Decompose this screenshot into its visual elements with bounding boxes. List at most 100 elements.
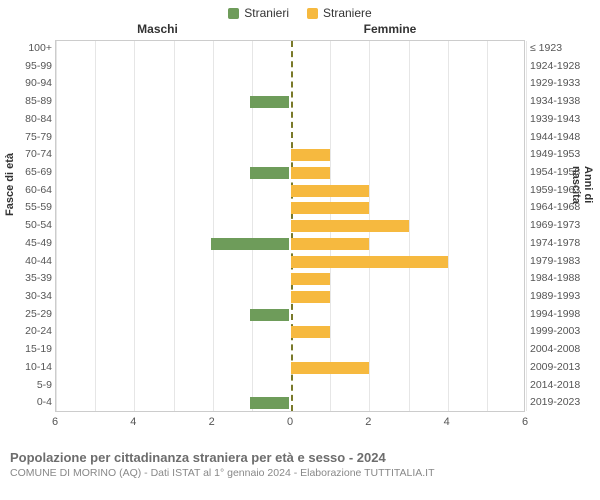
y-right-label: 1924-1928 [530, 60, 598, 72]
bar-row [56, 342, 524, 360]
y-left-label: 40-44 [2, 255, 52, 267]
y-right-label: 1979-1983 [530, 255, 598, 267]
bar-row [56, 59, 524, 77]
chart-title: Popolazione per cittadinanza straniera p… [10, 450, 435, 465]
y-left-label: 10-14 [2, 361, 52, 373]
bar-male [250, 309, 289, 321]
x-tick: 4 [444, 416, 450, 428]
bar-female [291, 256, 448, 268]
bar-female [291, 273, 330, 285]
y-left-label: 100+ [2, 42, 52, 54]
y-left-label: 95-99 [2, 60, 52, 72]
y-right-label: 2009-2013 [530, 361, 598, 373]
y-right-label: 2019-2023 [530, 396, 598, 408]
y-left-label: 75-79 [2, 131, 52, 143]
y-right-label: 1999-2003 [530, 325, 598, 337]
y-right-label: 1949-1953 [530, 148, 598, 160]
column-headers: Maschi Femmine [0, 22, 600, 36]
y-right-label: 1994-1998 [530, 308, 598, 320]
y-right-label: 1934-1938 [530, 95, 598, 107]
column-header-female: Femmine [260, 22, 520, 36]
bar-row [56, 395, 524, 413]
y-left-label: 50-54 [2, 219, 52, 231]
bar-row [56, 147, 524, 165]
x-tick: 2 [209, 416, 215, 428]
y-left-label: 20-24 [2, 325, 52, 337]
y-right-label: 2014-2018 [530, 379, 598, 391]
bar-female [291, 149, 330, 161]
bar-female [291, 238, 369, 250]
legend-swatch-female [307, 8, 318, 19]
bar-row [56, 236, 524, 254]
legend-swatch-male [228, 8, 239, 19]
bar-row [56, 378, 524, 396]
y-left-label: 55-59 [2, 201, 52, 213]
legend: Stranieri Straniere [0, 0, 600, 22]
chart-area: Fasce di età Anni di nascita 100+≤ 19239… [0, 36, 600, 444]
bar-row [56, 218, 524, 236]
bar-female [291, 185, 369, 197]
legend-item-male: Stranieri [228, 6, 289, 20]
bar-row [56, 94, 524, 112]
y-left-label: 85-89 [2, 95, 52, 107]
y-left-label: 35-39 [2, 272, 52, 284]
y-left-label: 80-84 [2, 113, 52, 125]
legend-label-male: Stranieri [244, 6, 289, 20]
y-right-label: 1974-1978 [530, 237, 598, 249]
bar-row [56, 130, 524, 148]
y-left-label: 5-9 [2, 379, 52, 391]
bar-row [56, 200, 524, 218]
y-right-label: 1939-1943 [530, 113, 598, 125]
bar-female [291, 220, 409, 232]
y-right-label: 2004-2008 [530, 343, 598, 355]
y-left-label: 45-49 [2, 237, 52, 249]
y-left-label: 60-64 [2, 184, 52, 196]
y-right-label: 1944-1948 [530, 131, 598, 143]
bar-female [291, 291, 330, 303]
x-tick: 2 [365, 416, 371, 428]
bar-male [250, 167, 289, 179]
bar-row [56, 165, 524, 183]
bar-row [56, 41, 524, 59]
y-left-label: 15-19 [2, 343, 52, 355]
y-left-label: 70-74 [2, 148, 52, 160]
bar-male [250, 397, 289, 409]
y-right-label: 1929-1933 [530, 77, 598, 89]
legend-item-female: Straniere [307, 6, 372, 20]
bar-row [56, 360, 524, 378]
bar-row [56, 183, 524, 201]
bar-row [56, 76, 524, 94]
bar-male [250, 96, 289, 108]
caption: Popolazione per cittadinanza straniera p… [10, 450, 435, 479]
y-right-label: 1969-1973 [530, 219, 598, 231]
bar-row [56, 324, 524, 342]
chart-subtitle: COMUNE DI MORINO (AQ) - Dati ISTAT al 1°… [10, 467, 435, 479]
y-left-label: 0-4 [2, 396, 52, 408]
y-left-label: 90-94 [2, 77, 52, 89]
y-right-label: 1959-1963 [530, 184, 598, 196]
y-right-label: 1989-1993 [530, 290, 598, 302]
legend-label-female: Straniere [323, 6, 372, 20]
x-tick: 0 [287, 416, 293, 428]
y-left-label: 65-69 [2, 166, 52, 178]
plot [55, 40, 525, 412]
bar-row [56, 112, 524, 130]
x-tick: 6 [52, 416, 58, 428]
bar-row [56, 289, 524, 307]
bar-row [56, 307, 524, 325]
bar-female [291, 167, 330, 179]
y-left-label: 30-34 [2, 290, 52, 302]
bar-female [291, 326, 330, 338]
x-tick: 6 [522, 416, 528, 428]
y-right-label: ≤ 1923 [530, 42, 598, 54]
gridline [526, 41, 527, 411]
bar-row [56, 271, 524, 289]
y-left-label: 25-29 [2, 308, 52, 320]
bar-male [211, 238, 289, 250]
x-tick: 4 [130, 416, 136, 428]
bar-row [56, 254, 524, 272]
bar-female [291, 202, 369, 214]
y-right-label: 1954-1958 [530, 166, 598, 178]
bar-female [291, 362, 369, 374]
y-right-label: 1964-1968 [530, 201, 598, 213]
